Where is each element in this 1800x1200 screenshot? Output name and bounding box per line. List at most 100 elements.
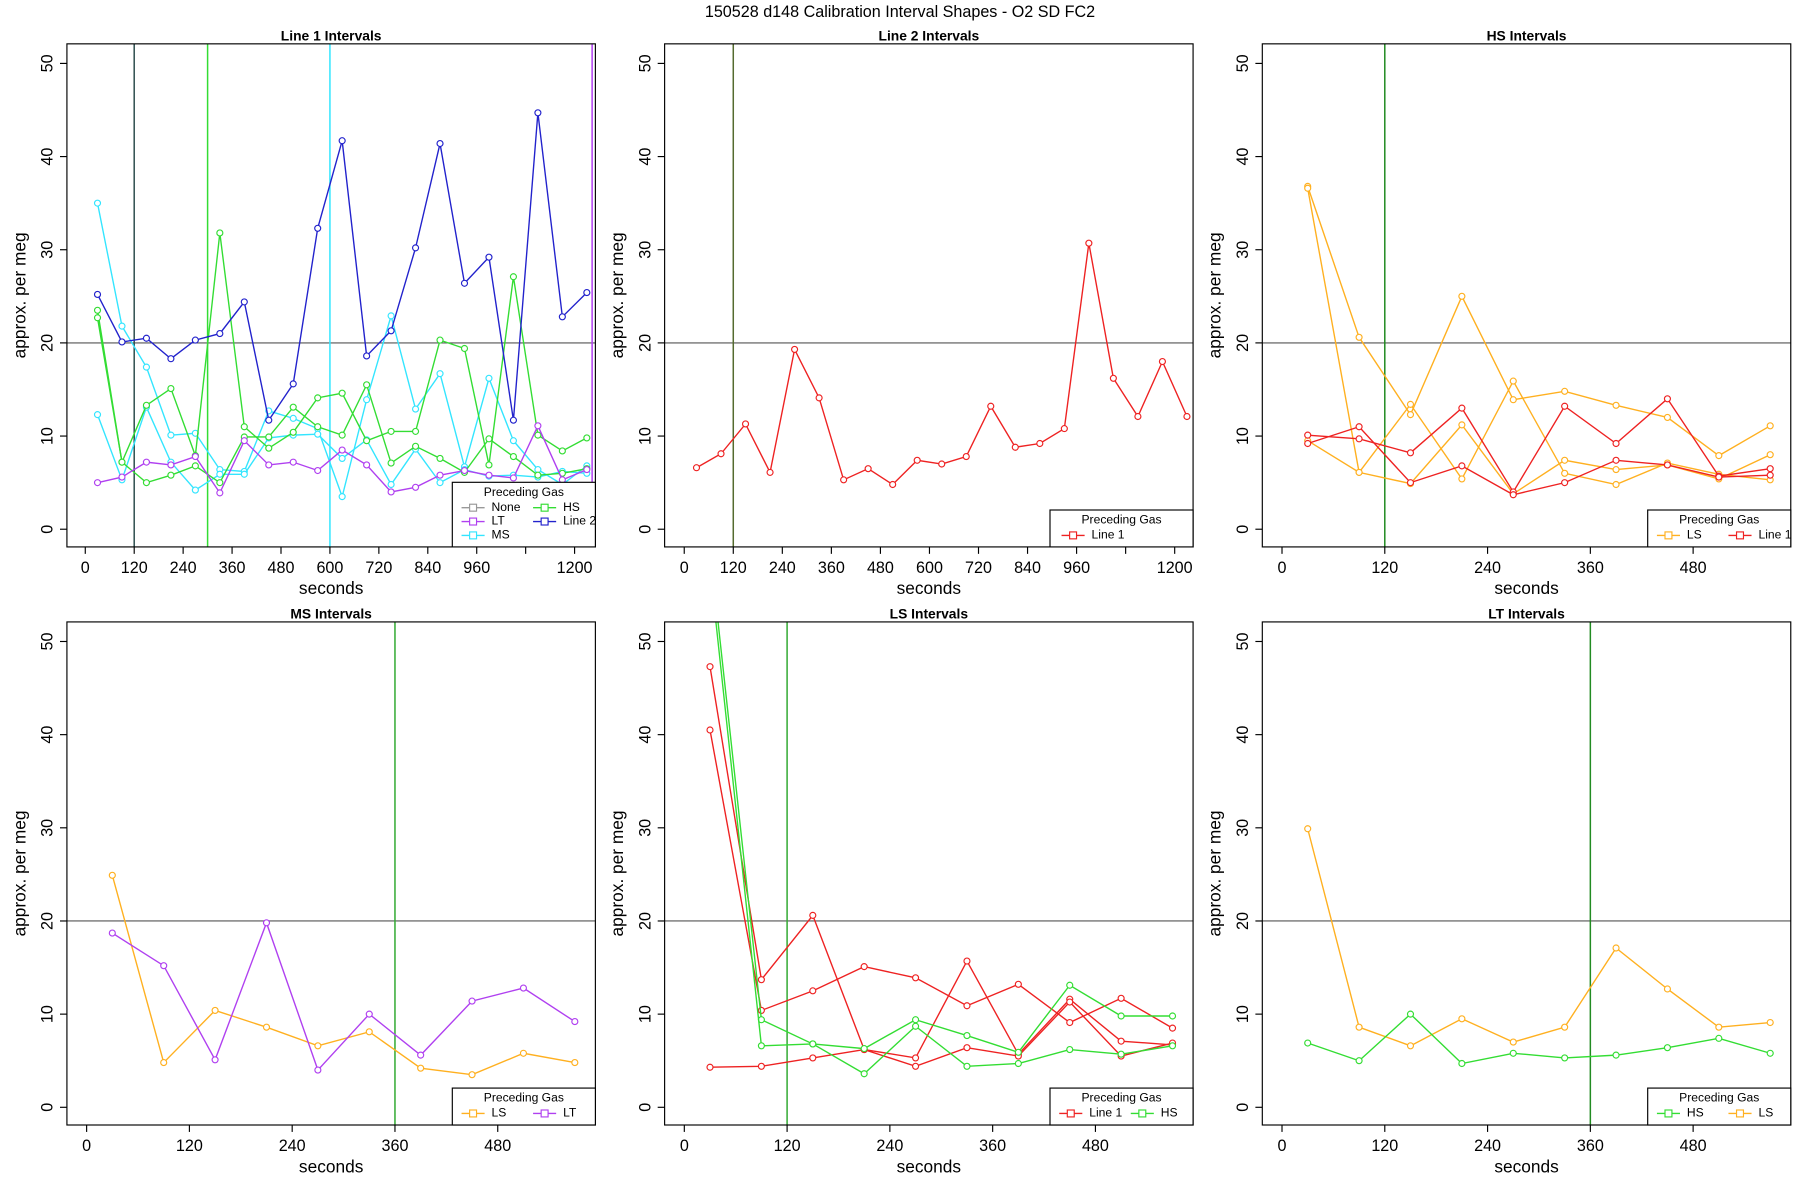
legend-label: HS [1687, 1106, 1704, 1120]
x-tick-label: 240 [1474, 559, 1501, 577]
data-point [1561, 402, 1569, 410]
data-point [963, 1031, 971, 1040]
data-point [365, 1010, 373, 1018]
data-point [1304, 431, 1312, 439]
data-point [1509, 1049, 1517, 1057]
x-tick-label: 480 [1082, 1137, 1109, 1155]
legend-marker [469, 531, 478, 540]
data-point [1011, 443, 1019, 451]
legend-marker [469, 517, 478, 526]
x-tick-label: 120 [176, 1137, 203, 1155]
data-point [411, 427, 420, 435]
data-point [1766, 465, 1774, 473]
data-point [809, 1040, 817, 1048]
x-tick-label: 0 [680, 559, 689, 577]
y-tick-label: 10 [1234, 427, 1252, 445]
data-point [216, 229, 224, 237]
x-tick-label: 240 [170, 559, 197, 577]
data-point [963, 1044, 971, 1052]
data-point [314, 423, 322, 431]
y-tick-label: 50 [39, 54, 57, 72]
series-line [1307, 188, 1771, 486]
y-tick-label: 40 [636, 148, 654, 166]
data-point [387, 427, 395, 435]
data-point [1406, 479, 1415, 487]
y-tick-label: 30 [39, 241, 57, 259]
data-point [911, 974, 920, 982]
data-point [1715, 1023, 1723, 1031]
legend-label: None [492, 500, 521, 514]
data-point [1458, 292, 1466, 300]
x-tick-label: 840 [414, 559, 441, 577]
data-point [1663, 413, 1672, 422]
legend-label: Line 1 [1092, 528, 1125, 542]
y-tick-label: 50 [1234, 632, 1252, 650]
data-point [558, 313, 566, 321]
figure-title: 150528 d148 Calibration Interval Shapes … [705, 3, 1095, 21]
data-point [1109, 374, 1117, 382]
y-tick-label: 10 [636, 427, 654, 445]
data-point [142, 334, 151, 342]
data-point [583, 434, 591, 442]
data-point [1183, 412, 1191, 421]
data-point [436, 454, 444, 462]
legend-marker [540, 517, 549, 526]
data-point [1561, 387, 1569, 395]
panel: LT Intervals seconds approx. per meg 0 120 24… [1205, 606, 1792, 1176]
x-axis-label: seconds [897, 578, 962, 598]
series-line [715, 621, 1173, 1075]
y-tick-label: 0 [1234, 1103, 1252, 1112]
data-point [1304, 1039, 1312, 1047]
legend-label: LS [1687, 528, 1702, 542]
data-point [911, 1022, 920, 1030]
x-tick-label: 0 [81, 559, 90, 577]
data-point [1014, 1059, 1022, 1068]
x-tick-label: 360 [381, 1137, 408, 1155]
data-point [240, 298, 248, 306]
data-point [289, 403, 297, 411]
data-point [411, 244, 420, 252]
data-point [118, 458, 126, 466]
legend-marker [1069, 531, 1078, 540]
data-point [706, 726, 714, 734]
data-point [1766, 471, 1774, 479]
data-point [191, 462, 199, 470]
data-point [1663, 395, 1672, 403]
y-tick-label: 50 [1234, 54, 1252, 72]
data-point [509, 273, 518, 281]
data-point [1117, 1050, 1125, 1058]
data-point [757, 976, 765, 984]
data-point [534, 471, 542, 479]
x-axis-label: seconds [1494, 1156, 1559, 1176]
data-point [118, 338, 126, 346]
data-point [840, 476, 848, 484]
x-tick-label: 1200 [557, 559, 593, 577]
data-point [411, 442, 420, 450]
legend-marker [1735, 531, 1745, 540]
y-tick-label: 10 [39, 1005, 57, 1023]
x-tick-label: 360 [219, 559, 246, 577]
legend-title: Preceding Gas [1679, 513, 1759, 527]
data-point [314, 394, 322, 402]
data-point [142, 363, 151, 371]
data-point [289, 414, 297, 422]
data-point [706, 1063, 714, 1071]
data-point [211, 1006, 219, 1014]
data-point [1509, 491, 1517, 499]
y-tick-label: 30 [636, 241, 654, 259]
data-point [363, 461, 371, 469]
data-point [1014, 980, 1022, 988]
plot-area [66, 621, 596, 1125]
data-point [889, 480, 897, 489]
x-tick-label: 120 [1371, 559, 1398, 577]
panel-title: LT Intervals [1488, 606, 1565, 622]
x-tick-label: 360 [1577, 1137, 1604, 1155]
data-point [436, 471, 444, 479]
data-point [363, 381, 371, 389]
data-point [911, 1016, 920, 1024]
